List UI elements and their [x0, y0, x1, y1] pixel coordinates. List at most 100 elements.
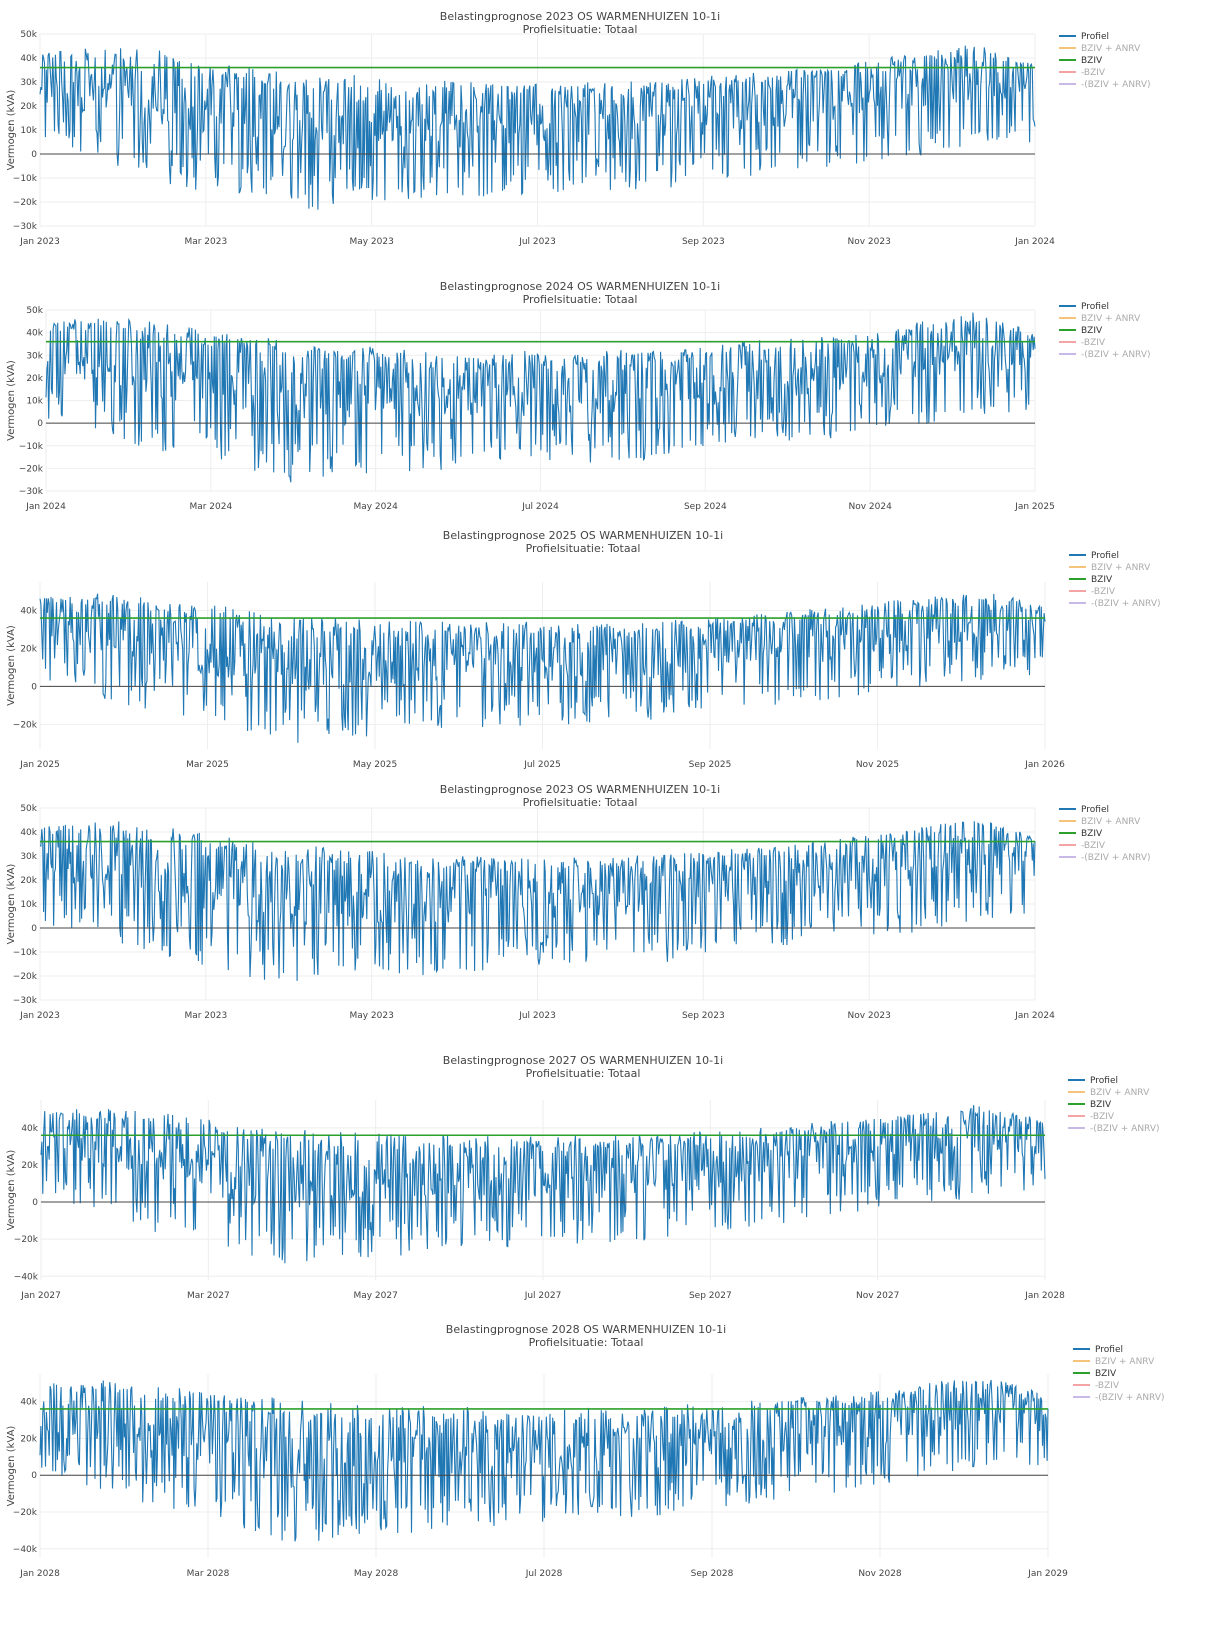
y-tick-label: 20k: [20, 102, 37, 112]
y-tick-label: 40k: [26, 329, 43, 339]
legend-item-label[interactable]: Profiel: [1081, 805, 1109, 815]
legend-item-label[interactable]: BZIV: [1095, 1369, 1117, 1379]
x-tick-label: May 2027: [353, 1291, 397, 1301]
y-tick-label: −20k: [13, 720, 38, 730]
chart-title: Belastingprognose 2023 OS WARMENHUIZEN 1…: [440, 783, 720, 796]
x-tick-label: Jan 2025: [19, 760, 60, 770]
legend-item-label[interactable]: BZIV + ANRV: [1095, 1357, 1155, 1367]
legend-item-label[interactable]: -(BZIV + ANRV): [1095, 1393, 1165, 1403]
x-tick-label: Jan 2024: [1014, 1011, 1055, 1021]
x-tick-label: Nov 2024: [848, 502, 892, 512]
chart-title: Belastingprognose 2023 OS WARMENHUIZEN 1…: [440, 10, 720, 23]
legend-item-label[interactable]: -BZIV: [1095, 1381, 1120, 1391]
x-tick-label: Jan 2029: [1027, 1569, 1068, 1579]
x-tick-label: Mar 2028: [187, 1569, 230, 1579]
chart-title: Belastingprognose 2027 OS WARMENHUIZEN 1…: [443, 1054, 723, 1067]
chart-panel-5: Belastingprognose 2027 OS WARMENHUIZEN 1…: [0, 1050, 1213, 1302]
y-tick-label: 10k: [20, 126, 37, 136]
y-tick-label: 0: [31, 682, 37, 692]
legend-item-label[interactable]: -BZIV: [1081, 841, 1106, 851]
y-axis-label: Vermogen (kVA): [6, 1426, 17, 1507]
legend-item-label[interactable]: BZIV + ANRV: [1081, 44, 1141, 54]
y-tick-label: 40k: [20, 54, 37, 64]
y-tick-label: 50k: [20, 804, 37, 814]
legend-item-label[interactable]: Profiel: [1095, 1345, 1123, 1355]
series-profiel-line: [39, 1379, 1049, 1542]
x-tick-label: May 2024: [353, 502, 398, 512]
chart-panel-2: Belastingprognose 2024 OS WARMENHUIZEN 1…: [0, 270, 1213, 528]
chart-panel-1: Belastingprognose 2023 OS WARMENHUIZEN 1…: [0, 0, 1213, 262]
legend-item-label[interactable]: BZIV + ANRV: [1081, 314, 1141, 324]
y-tick-label: −30k: [13, 222, 38, 232]
x-tick-label: Jan 2025: [1014, 502, 1055, 512]
chart-panel-4: Belastingprognose 2023 OS WARMENHUIZEN 1…: [0, 780, 1213, 1028]
legend-item-label[interactable]: BZIV: [1091, 575, 1113, 585]
legend-item-label[interactable]: -(BZIV + ANRV): [1091, 599, 1161, 609]
legend-item-label[interactable]: -(BZIV + ANRV): [1081, 350, 1151, 360]
x-tick-label: May 2023: [349, 1011, 393, 1021]
x-tick-label: Nov 2025: [856, 760, 899, 770]
chart-subtitle: Profielsituatie: Totaal: [526, 542, 641, 555]
y-tick-label: −20k: [13, 972, 38, 982]
x-tick-label: Jan 2023: [19, 1011, 60, 1021]
y-axis-label: Vermogen (kVA): [6, 360, 17, 441]
y-tick-label: −20k: [13, 1508, 38, 1518]
legend-item-label[interactable]: BZIV: [1090, 1100, 1112, 1110]
chart-svg: Belastingprognose 2028 OS WARMENHUIZEN 1…: [6, 1323, 1165, 1579]
x-tick-label: Sep 2023: [682, 237, 725, 247]
legend-item-label[interactable]: Profiel: [1081, 32, 1109, 42]
y-tick-label: 20k: [21, 1161, 38, 1171]
legend-item-label[interactable]: -(BZIV + ANRV): [1081, 853, 1151, 863]
legend-item-label[interactable]: BZIV + ANRV: [1090, 1088, 1150, 1098]
x-tick-label: Mar 2023: [184, 1011, 227, 1021]
y-tick-label: −10k: [13, 174, 38, 184]
y-tick-label: 0: [31, 1471, 37, 1481]
y-tick-label: 30k: [20, 852, 37, 862]
y-tick-label: 30k: [20, 78, 37, 88]
y-tick-label: −20k: [19, 464, 44, 474]
x-tick-label: Jan 2023: [19, 237, 60, 247]
legend-item-label[interactable]: -(BZIV + ANRV): [1090, 1124, 1160, 1134]
x-tick-label: Nov 2028: [858, 1569, 902, 1579]
y-tick-label: −30k: [13, 996, 38, 1006]
x-tick-label: May 2028: [354, 1569, 399, 1579]
x-tick-label: Sep 2027: [689, 1291, 732, 1301]
legend-item-label[interactable]: -(BZIV + ANRV): [1081, 80, 1151, 90]
legend-item-label[interactable]: BZIV: [1081, 56, 1103, 66]
y-axis-label: Vermogen (kVA): [6, 90, 17, 171]
legend-item-label[interactable]: Profiel: [1081, 302, 1109, 312]
x-tick-label: Sep 2024: [684, 502, 727, 512]
series-profiel-line: [40, 1105, 1046, 1264]
y-tick-label: 20k: [20, 876, 37, 886]
legend-item-label[interactable]: BZIV + ANRV: [1091, 563, 1151, 573]
y-tick-label: 20k: [26, 374, 43, 384]
chart-panel-6: Belastingprognose 2028 OS WARMENHUIZEN 1…: [0, 1320, 1213, 1641]
legend-item-label[interactable]: -BZIV: [1090, 1112, 1115, 1122]
y-tick-label: 20k: [20, 644, 37, 654]
x-tick-label: Jul 2027: [524, 1291, 562, 1301]
x-tick-label: Jul 2024: [521, 502, 559, 512]
x-tick-label: Jan 2027: [20, 1291, 61, 1301]
legend-item-label[interactable]: BZIV + ANRV: [1081, 817, 1141, 827]
chart-title: Belastingprognose 2025 OS WARMENHUIZEN 1…: [443, 529, 723, 542]
legend-item-label[interactable]: Profiel: [1090, 1076, 1118, 1086]
legend-item-label[interactable]: BZIV: [1081, 829, 1103, 839]
legend-item-label[interactable]: -BZIV: [1081, 68, 1106, 78]
y-tick-label: −10k: [13, 948, 38, 958]
legend-item-label[interactable]: -BZIV: [1091, 587, 1116, 597]
chart-svg: Belastingprognose 2024 OS WARMENHUIZEN 1…: [6, 280, 1151, 512]
legend-item-label[interactable]: Profiel: [1091, 551, 1119, 561]
chart-subtitle: Profielsituatie: Totaal: [523, 23, 638, 36]
chart-svg: Belastingprognose 2025 OS WARMENHUIZEN 1…: [6, 529, 1161, 770]
legend-item-label[interactable]: BZIV: [1081, 326, 1103, 336]
legend-item-label[interactable]: -BZIV: [1081, 338, 1106, 348]
chart-subtitle: Profielsituatie: Totaal: [523, 293, 638, 306]
x-tick-label: Jul 2025: [523, 760, 561, 770]
chart-subtitle: Profielsituatie: Totaal: [529, 1336, 644, 1349]
x-tick-label: Nov 2023: [847, 1011, 890, 1021]
x-tick-label: Sep 2025: [689, 760, 732, 770]
chart-subtitle: Profielsituatie: Totaal: [523, 796, 638, 809]
x-tick-label: Jan 2024: [25, 502, 66, 512]
y-tick-label: 10k: [26, 397, 43, 407]
y-tick-label: 0: [37, 419, 43, 429]
